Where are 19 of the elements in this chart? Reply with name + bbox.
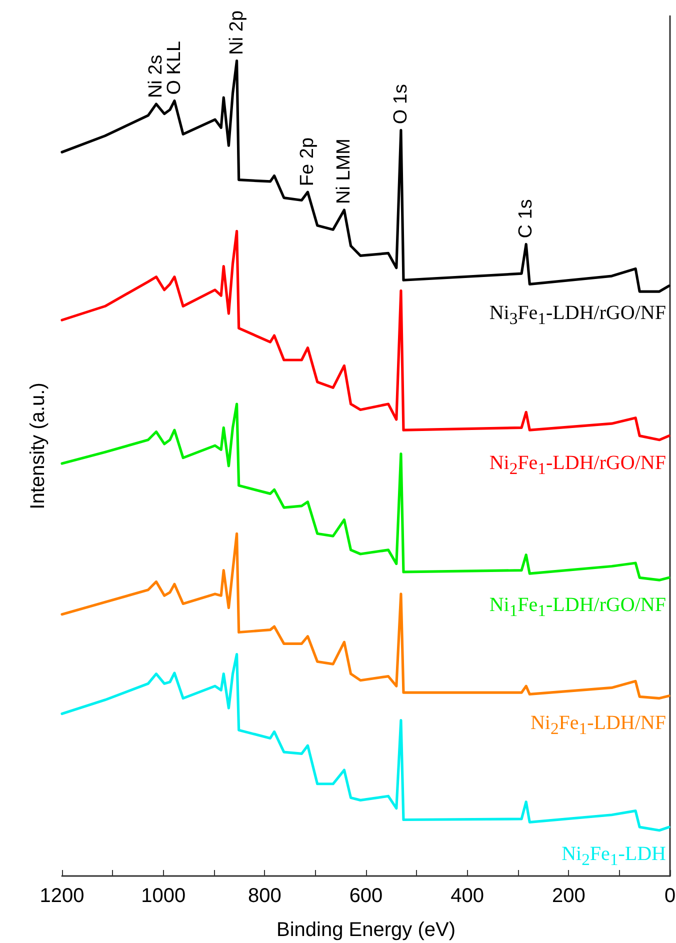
series-label: Ni$_{2}$Fe$_{1}$-LDH: [562, 843, 666, 872]
x-tick-label: 1200: [40, 885, 84, 907]
x-tick-label: 200: [552, 885, 586, 907]
x-axis-title: Binding Energy (eV): [276, 919, 456, 941]
annotation: Fe 2p: [297, 137, 318, 186]
y-axis-title: Intensity (a.u.): [27, 382, 49, 510]
annotation: O 1s: [390, 84, 412, 124]
series-label: Ni$_{3}$Fe$_{1}$-LDH/rGO/NF: [489, 302, 666, 330]
annotation: Ni 2p: [226, 10, 248, 55]
x-tick-label: 800: [248, 885, 282, 907]
x-tick-label: 600: [349, 885, 383, 907]
annotation: C 1s: [516, 199, 537, 238]
annotation: Ni LMM: [334, 138, 355, 204]
x-tick-label: 0: [664, 885, 676, 907]
series-label: Ni$_{2}$Fe$_{1}$-LDH/rGO/NF: [489, 452, 666, 480]
x-tick-label: 400: [450, 885, 484, 907]
series-label: Ni$_{2}$Fe$_{1}$-LDH/NF: [530, 712, 666, 740]
x-tick-label: 1000: [141, 885, 186, 907]
series-label: Ni$_{1}$Fe$_{1}$-LDH/rGO/NF: [489, 594, 666, 622]
